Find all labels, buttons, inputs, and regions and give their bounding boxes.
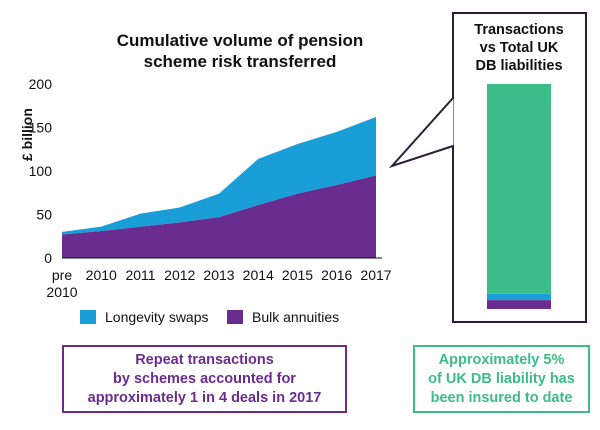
callout-title-line-1: Transactions xyxy=(474,22,564,38)
y-axis-label: £ billion xyxy=(19,108,35,161)
callout-title: Transactions vs Total UK DB liabilities xyxy=(459,21,579,75)
right-note-line-3: been insured to date xyxy=(430,389,573,406)
right-note-line-1: Approximately 5% xyxy=(438,351,565,368)
x-tick-label: 2014 xyxy=(243,267,274,283)
y-tick-label: 0 xyxy=(44,250,52,266)
area-series-longevity-swaps xyxy=(62,117,376,235)
x-tick-label: 2011 xyxy=(125,267,155,283)
y-tick-label: 50 xyxy=(36,207,52,223)
y-tick-label: 150 xyxy=(29,120,53,136)
callout-pointer xyxy=(388,97,454,169)
callout-title-line-3: DB liabilities xyxy=(475,58,563,74)
right-note-line-2: of UK DB liability has xyxy=(428,370,575,387)
x-tick-label: 2015 xyxy=(282,267,313,283)
y-tick-label: 100 xyxy=(29,163,53,179)
x-tick-label: 2010 xyxy=(46,284,77,300)
left-note-line-1: Repeat transactions xyxy=(135,351,274,368)
chart-title: Cumulative volume of pension scheme risk… xyxy=(95,30,385,72)
legend-label-longevity-swaps: Longevity swaps xyxy=(105,309,209,325)
callout-title-line-2: vs Total UK xyxy=(479,40,559,56)
callout-panel xyxy=(388,12,587,323)
callout-pointer-joint xyxy=(453,99,457,145)
legend-item-bulk-annuities: Bulk annuities xyxy=(227,309,339,325)
left-note-line-2: by schemes accounted for xyxy=(113,370,296,387)
x-tick-label: 2017 xyxy=(360,267,391,283)
x-tick-label: 2016 xyxy=(321,267,352,283)
repeat-transactions-note: Repeat transactions by schemes accounted… xyxy=(62,345,347,413)
legend-item-longevity-swaps: Longevity swaps xyxy=(80,309,209,325)
chart-title-line-1: Cumulative volume of pension xyxy=(116,31,364,50)
legend-swatch-longevity-swaps xyxy=(80,310,96,324)
x-tick-label: pre xyxy=(52,267,72,283)
legend-label-bulk-annuities: Bulk annuities xyxy=(252,309,340,325)
bar-segment-total-uk-db-liabilities xyxy=(487,84,551,294)
insured-share-note: Approximately 5% of UK DB liability has … xyxy=(413,345,590,413)
chart-title-line-2: scheme risk transferred xyxy=(143,52,337,71)
x-tick-label: 2012 xyxy=(164,267,195,283)
bar-segment-longevity-swaps xyxy=(487,293,551,301)
x-tick-label: 2013 xyxy=(203,267,234,283)
area-chart xyxy=(62,117,376,258)
left-note-line-3: approximately 1 in 4 deals in 2017 xyxy=(87,389,322,406)
x-tick-label: 2010 xyxy=(86,267,117,283)
legend-swatch-bulk-annuities xyxy=(227,310,243,324)
bar-segment-bulk-annuities xyxy=(487,300,551,309)
y-tick-label: 200 xyxy=(29,76,53,92)
area-series-bulk-annuities xyxy=(62,175,376,258)
